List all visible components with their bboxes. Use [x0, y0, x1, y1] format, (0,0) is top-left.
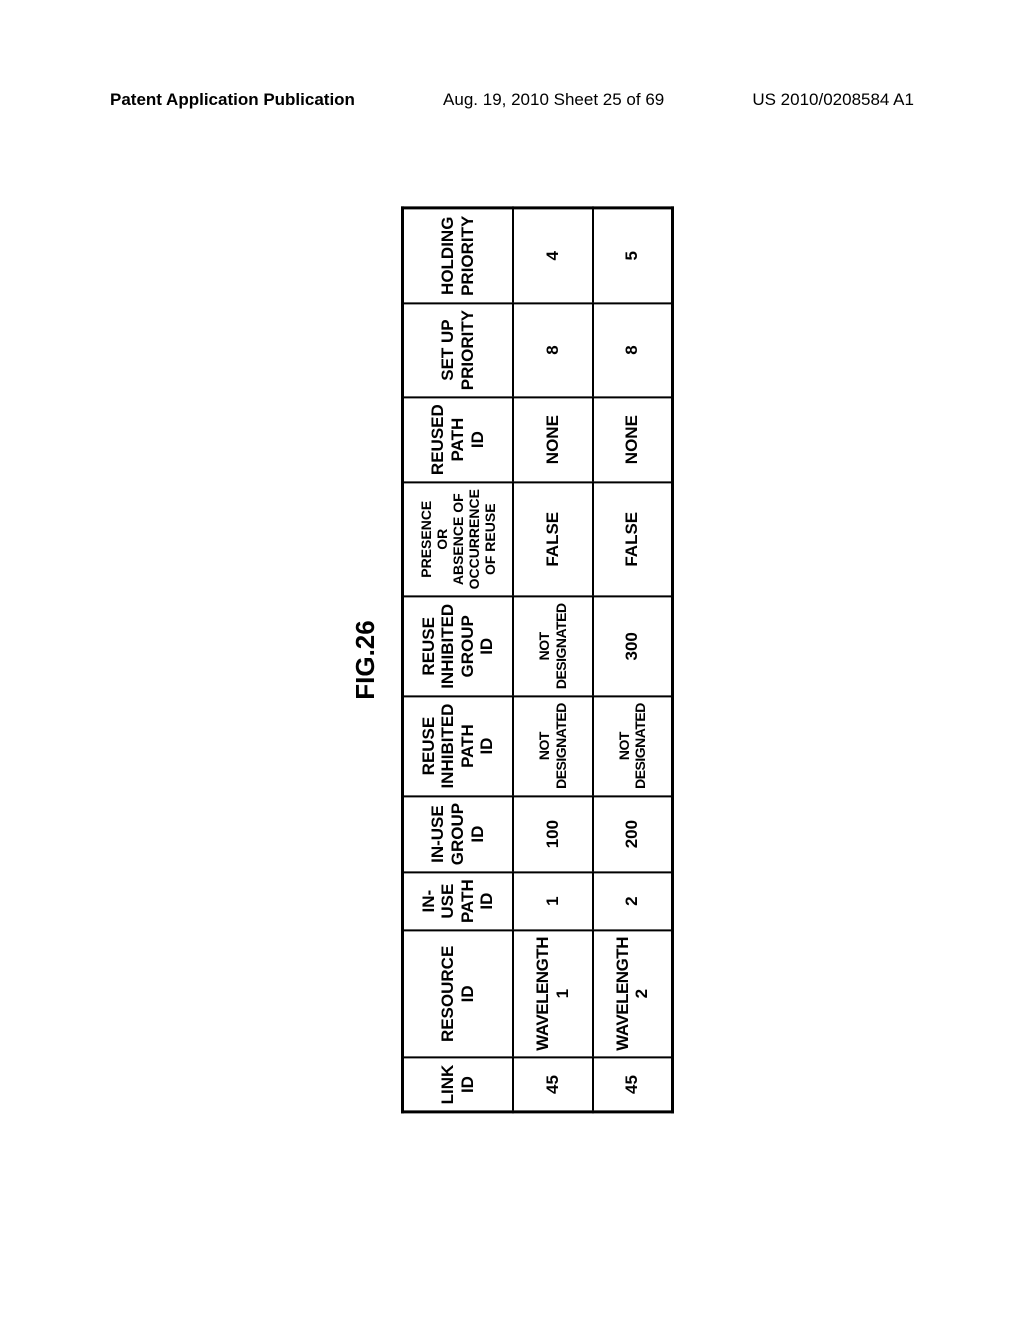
cell-reuse-inhibited-group-id: NOTDESIGNATED — [513, 596, 593, 696]
cell-reused-path-id: NONE — [593, 397, 673, 482]
cell-inuse-group-id: 200 — [593, 796, 673, 872]
col-header-resource-id: RESOURCEID — [403, 930, 513, 1058]
page-header: Patent Application Publication Aug. 19, … — [0, 90, 1024, 110]
col-header-inuse-path: IN-USEPATHID — [403, 872, 513, 930]
cell-holding-priority: 4 — [513, 208, 593, 303]
figure-container: FIG.26 LINKID RESOURCEID IN-USEPATHID IN… — [350, 207, 674, 1114]
col-header-reuse-inhibited-group: REUSEINHIBITEDGROUPID — [403, 596, 513, 696]
col-header-inuse-group: IN-USEGROUPID — [403, 796, 513, 872]
header-right: US 2010/0208584 A1 — [752, 90, 914, 110]
col-header-link-id: LINKID — [403, 1058, 513, 1112]
cell-reuse-inhibited-group-id: 300 — [593, 596, 673, 696]
header-center: Aug. 19, 2010 Sheet 25 of 69 — [443, 90, 664, 110]
cell-setup-priority: 8 — [513, 303, 593, 397]
col-header-presence-reuse: PRESENCE ORABSENCE OFOCCURRENCEOF REUSE — [403, 482, 513, 596]
cell-inuse-path-id: 2 — [593, 872, 673, 930]
figure-label: FIG.26 — [350, 207, 381, 1114]
cell-inuse-path-id: 1 — [513, 872, 593, 930]
cell-reuse-inhibited-path-id: NOTDESIGNATED — [593, 696, 673, 796]
cell-link-id: 45 — [593, 1058, 673, 1112]
cell-reused-path-id: NONE — [513, 397, 593, 482]
cell-resource-id: WAVELENGTH1 — [513, 930, 593, 1058]
col-header-reuse-inhibited-path: REUSEINHIBITEDPATHID — [403, 696, 513, 796]
table-row: 45 WAVELENGTH2 2 200 NOTDESIGNATED 300 F… — [593, 208, 673, 1112]
col-header-reused-path: REUSEDPATHID — [403, 397, 513, 482]
cell-inuse-group-id: 100 — [513, 796, 593, 872]
cell-resource-id: WAVELENGTH2 — [593, 930, 673, 1058]
cell-presence-reuse: FALSE — [593, 482, 673, 596]
table-header-row: LINKID RESOURCEID IN-USEPATHID IN-USEGRO… — [403, 208, 513, 1112]
data-table: LINKID RESOURCEID IN-USEPATHID IN-USEGRO… — [401, 207, 674, 1114]
cell-holding-priority: 5 — [593, 208, 673, 303]
cell-reuse-inhibited-path-id: NOTDESIGNATED — [513, 696, 593, 796]
cell-presence-reuse: FALSE — [513, 482, 593, 596]
col-header-setup-priority: SET UPPRIORITY — [403, 303, 513, 397]
header-left: Patent Application Publication — [110, 90, 355, 110]
cell-setup-priority: 8 — [593, 303, 673, 397]
col-header-holding-priority: HOLDINGPRIORITY — [403, 208, 513, 303]
cell-link-id: 45 — [513, 1058, 593, 1112]
table-row: 45 WAVELENGTH1 1 100 NOTDESIGNATED NOTDE… — [513, 208, 593, 1112]
